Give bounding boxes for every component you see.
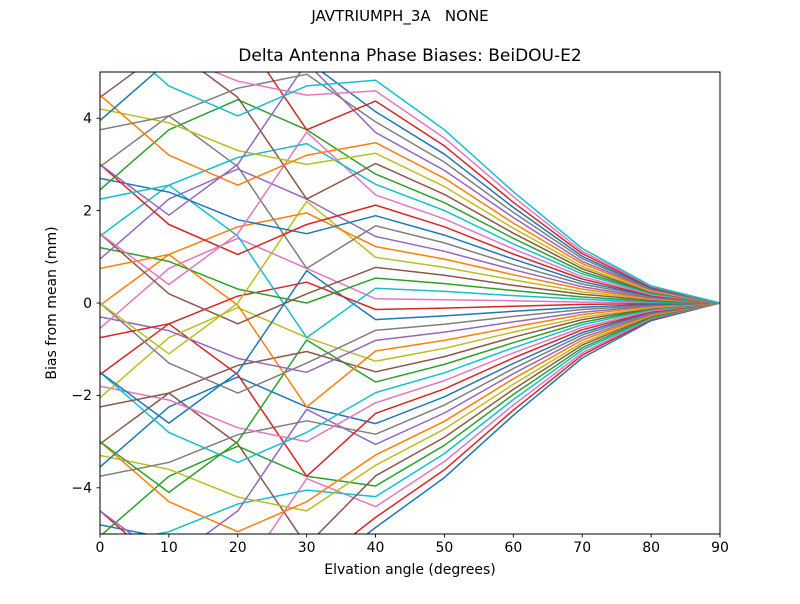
bias-curve <box>100 302 720 374</box>
bias-curve <box>101 302 720 534</box>
y-tick-label: −4 <box>71 481 92 497</box>
bias-curve <box>100 302 720 512</box>
bias-curve <box>100 142 720 304</box>
bias-curve <box>100 302 720 464</box>
bias-curve <box>100 115 720 304</box>
bias-curve <box>100 94 720 304</box>
x-tick-label: 50 <box>436 540 454 556</box>
bias-curve <box>100 302 720 468</box>
x-tick-label: 40 <box>367 540 385 556</box>
y-tick-label: −2 <box>71 388 92 404</box>
x-tick-label: 30 <box>298 540 316 556</box>
x-tick-label: 80 <box>642 540 660 556</box>
bias-curve <box>100 302 720 494</box>
y-axis-label: Bias from mean (mm) <box>44 226 60 379</box>
bias-curve <box>100 302 720 394</box>
bias-curve <box>266 72 720 304</box>
bias-curve <box>100 237 720 329</box>
x-tick-label: 90 <box>711 540 729 556</box>
bias-curve <box>100 72 720 304</box>
x-tick-label: 60 <box>504 540 522 556</box>
bias-curve <box>100 302 720 534</box>
y-tick-label: 0 <box>83 296 92 312</box>
bias-curve <box>153 302 720 534</box>
x-tick-label: 0 <box>96 540 105 556</box>
bias-curve <box>100 302 720 534</box>
bias-curve <box>100 200 720 355</box>
bias-curve <box>100 72 720 304</box>
x-tick-label: 70 <box>573 540 591 556</box>
bias-curve <box>100 253 720 408</box>
bias-curve <box>100 281 720 339</box>
bias-curve <box>100 131 720 304</box>
bias-curve <box>268 302 720 534</box>
x-tick-label: 10 <box>160 540 178 556</box>
bias-curve <box>100 233 720 325</box>
bias-curve <box>100 177 720 304</box>
bias-curve <box>100 98 720 304</box>
y-tick-label: 2 <box>83 203 92 219</box>
y-tick-label: 4 <box>83 111 92 127</box>
bias-curve <box>100 302 720 533</box>
bias-curve <box>100 269 720 424</box>
bias-curve <box>212 72 720 304</box>
bias-curve <box>100 302 720 399</box>
x-axis-label: Elvation angle (degrees) <box>324 562 495 578</box>
bias-curve <box>100 72 720 304</box>
bias-curve <box>100 108 720 304</box>
x-tick-label: 20 <box>229 540 247 556</box>
bias-curve <box>100 246 720 304</box>
bias-curve <box>100 302 720 408</box>
bias-curve <box>100 302 720 443</box>
y-axis-ticks: −4 −2 0 2 4 <box>71 111 100 497</box>
bias-curve <box>100 168 720 304</box>
bias-curve <box>100 73 720 304</box>
bias-curve <box>100 212 720 304</box>
bias-curve <box>100 302 720 534</box>
bias-curve <box>151 72 720 304</box>
bias-curve <box>100 302 720 478</box>
bias-curve <box>100 184 720 339</box>
bias-curves-group <box>100 72 720 534</box>
bias-curve <box>100 302 720 534</box>
bias-curve <box>100 163 720 304</box>
axes-title: Delta Antenna Phase Biases: BeiDOU-E2 <box>238 46 581 66</box>
bias-curve <box>100 302 720 478</box>
x-axis-ticks: 0 10 20 30 40 50 60 70 80 90 <box>96 534 729 556</box>
figure-suptitle: JAVTRIUMPH_3A NONE <box>310 7 488 26</box>
